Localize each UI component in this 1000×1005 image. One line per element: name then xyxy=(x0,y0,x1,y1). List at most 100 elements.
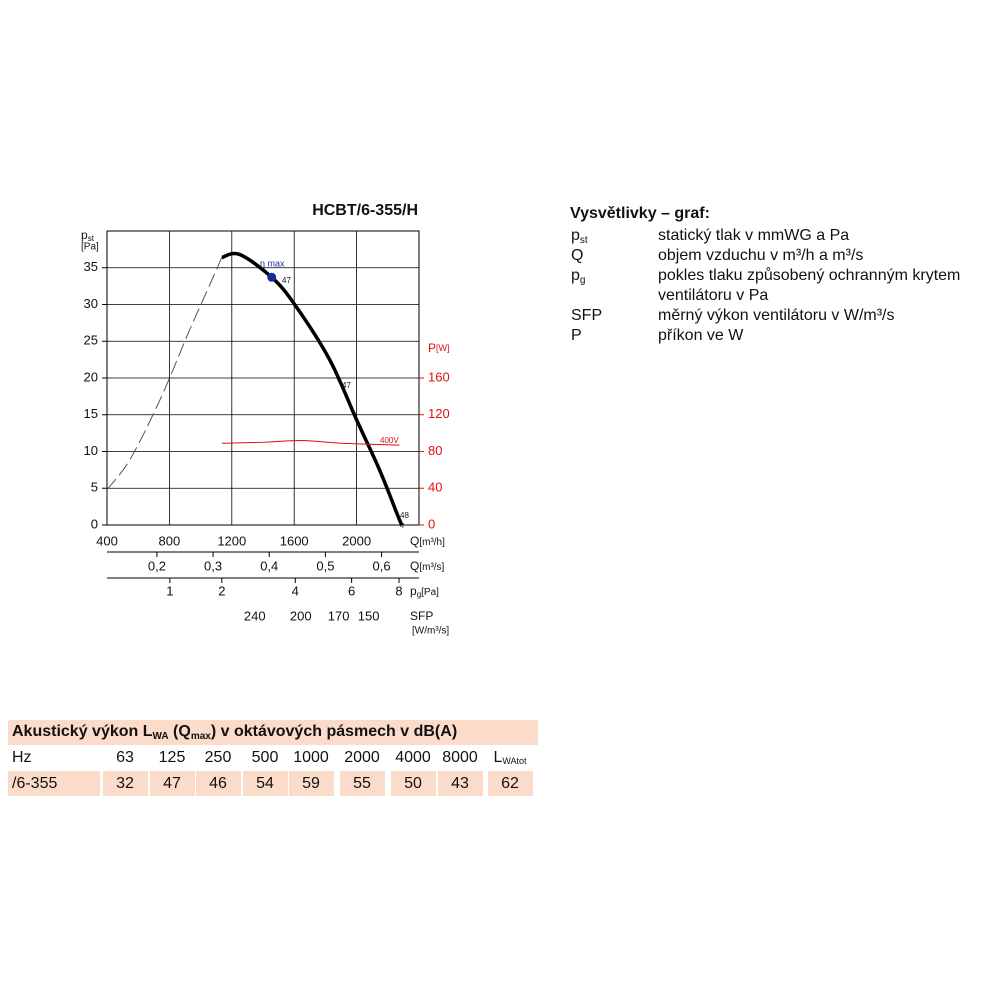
table-cell: 46 xyxy=(209,775,227,792)
legend-text: měrný výkon ventilátoru v W/m³/s xyxy=(658,307,895,324)
secondary-unit: [m³/s] xyxy=(419,562,444,573)
annotation: 47 xyxy=(282,276,291,285)
legend-symbol: pst xyxy=(571,227,588,245)
legend-symbol-text: p xyxy=(571,227,580,244)
secondary-tick-label: 0,3 xyxy=(204,558,222,573)
table-title-text: (Q xyxy=(169,723,191,740)
y-tick-label: 25 xyxy=(84,333,98,348)
table-cell-bg xyxy=(8,771,100,796)
x-tick-label: 1600 xyxy=(280,533,309,548)
secondary-tick-label: 170 xyxy=(328,608,350,623)
y-tick-label: 10 xyxy=(84,443,98,458)
table-header-sub: WAtot xyxy=(502,756,527,766)
table-header-text: 500 xyxy=(252,749,279,766)
table-cell: 62 xyxy=(501,775,519,792)
legend-symbol-text: P xyxy=(571,327,582,344)
x-unit: [m³/h] xyxy=(419,537,445,548)
x-axis-label: Q[m³/h] xyxy=(410,534,445,548)
table-cell-bg xyxy=(438,771,483,796)
y-tick-label: 20 xyxy=(84,369,98,384)
table-cell: /6-355 xyxy=(12,775,57,792)
y-axis-unit: [Pa] xyxy=(81,242,99,253)
x-tick-label: 400 xyxy=(96,533,118,548)
secondary-tick-label: 1 xyxy=(166,583,173,598)
y2-tick-label: 160 xyxy=(428,369,450,384)
secondary-label: SFP xyxy=(410,609,433,623)
secondary-tick-label: 8 xyxy=(395,583,402,598)
secondary-label-sub: g xyxy=(417,590,421,599)
secondary-axis-label: pg[Pa] xyxy=(410,584,439,599)
legend-symbol: pg xyxy=(571,267,585,285)
y2-axis-label: P[W] xyxy=(428,341,450,355)
table-header-text: 8000 xyxy=(442,749,478,766)
y2-tick-label: 0 xyxy=(428,516,435,531)
secondary-tick-label: 0,6 xyxy=(373,558,391,573)
eta-max-point xyxy=(267,272,277,282)
annotation: η max xyxy=(260,258,285,268)
table-header: 250 xyxy=(205,749,232,766)
y2-unit: [W] xyxy=(436,343,450,353)
secondary-tick-label: 240 xyxy=(244,608,266,623)
table-cell: 47 xyxy=(163,775,181,792)
table-cell: 43 xyxy=(451,775,469,792)
secondary-unit: [W/m³/s] xyxy=(412,626,449,637)
table-title: Akustický výkon LWA (Qmax) v oktávových … xyxy=(12,723,457,741)
secondary-axis-label: Q[m³/s] xyxy=(410,559,445,573)
table-header-text: 63 xyxy=(116,749,134,766)
secondary-tick-label: 0,5 xyxy=(316,558,334,573)
table-title-bg xyxy=(8,720,538,745)
table-cell: 54 xyxy=(256,775,274,792)
legend-symbol: P xyxy=(571,327,582,344)
secondary-tick-label: 0,2 xyxy=(148,558,166,573)
legend-symbol-sub: st xyxy=(580,235,588,246)
y2-tick-label: 40 xyxy=(428,480,442,495)
y-label-sub: st xyxy=(88,234,95,243)
table-header-text: 2000 xyxy=(344,749,380,766)
y-tick-label: 0 xyxy=(91,516,98,531)
legend-symbol: Q xyxy=(571,247,583,264)
secondary-tick-label: 2 xyxy=(218,583,225,598)
legend-symbol-text: SFP xyxy=(571,307,602,324)
secondary-unit: [Pa] xyxy=(421,587,439,598)
table-cell: 59 xyxy=(302,775,320,792)
legend-text: příkon ve W xyxy=(658,327,744,344)
table-title-text: ) v oktávových pásmech v dB(A) xyxy=(211,723,457,740)
table-cell-bg xyxy=(340,771,385,796)
table-cell-bg xyxy=(150,771,195,796)
annotation: 400V xyxy=(380,436,399,445)
y-tick-label: 30 xyxy=(84,296,98,311)
legend-symbol-text: p xyxy=(571,267,580,284)
table-header-text: Hz xyxy=(12,749,32,766)
table-header: 125 xyxy=(159,749,186,766)
table-header: 500 xyxy=(252,749,279,766)
table-cell-bg xyxy=(391,771,436,796)
legend-text: ventilátoru v Pa xyxy=(658,287,768,304)
table-header: LWAtot xyxy=(493,749,527,766)
x-tick-label: 2000 xyxy=(342,533,371,548)
legend-symbol: SFP xyxy=(571,307,602,324)
y-axis-label: pst xyxy=(81,228,95,243)
secondary-label: Q xyxy=(410,559,419,573)
y2-tick-label: 120 xyxy=(428,406,450,421)
curve xyxy=(106,257,223,491)
x-tick-label: 1200 xyxy=(217,533,246,548)
legend-symbol-sub: g xyxy=(580,275,586,286)
y-tick-label: 35 xyxy=(84,259,98,274)
table-cell-bg xyxy=(243,771,288,796)
legend-symbol-text: Q xyxy=(571,247,583,264)
table-header: 1000 xyxy=(293,749,329,766)
legend-title: Vysvětlivky – graf: xyxy=(570,205,710,222)
table-header: 2000 xyxy=(344,749,380,766)
secondary-label: p xyxy=(410,584,417,598)
y-label: p xyxy=(81,228,88,242)
table-header-text: L xyxy=(493,749,502,766)
legend-text: statický tlak v mmWG a Pa xyxy=(658,227,849,244)
table-title-sub: max xyxy=(191,731,211,742)
table-header-text: 4000 xyxy=(395,749,431,766)
table-header: 8000 xyxy=(442,749,478,766)
table-header: 4000 xyxy=(395,749,431,766)
secondary-tick-label: 0,4 xyxy=(260,558,278,573)
table-cell: 55 xyxy=(353,775,371,792)
secondary-axis-label: SFP xyxy=(410,609,433,623)
